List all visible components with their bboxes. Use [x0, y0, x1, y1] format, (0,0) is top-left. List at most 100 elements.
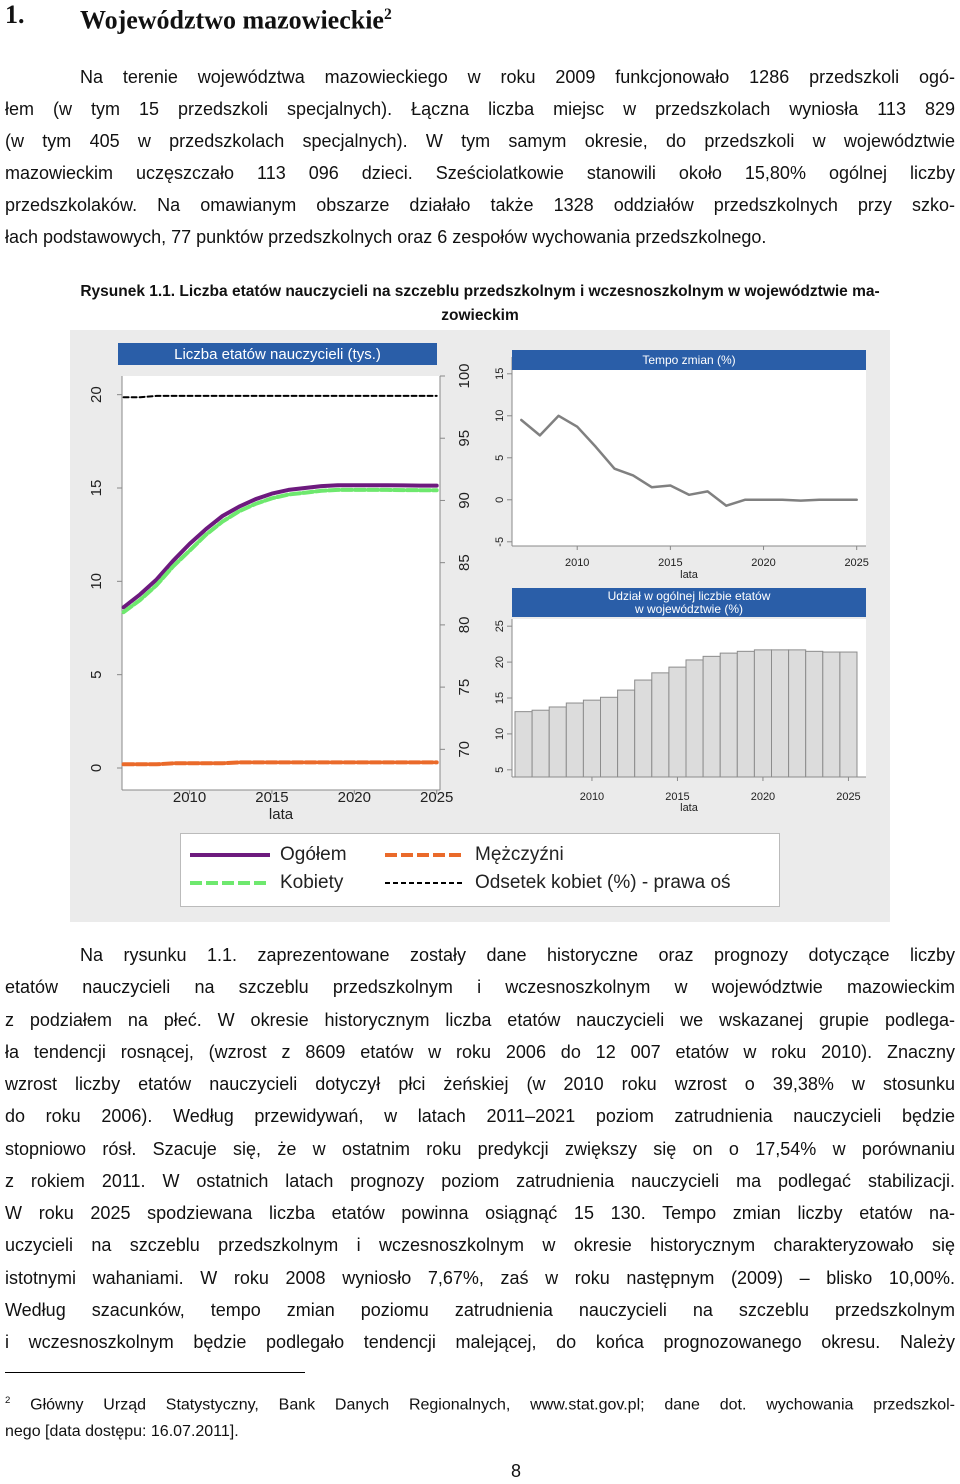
heading-number: 1. [5, 0, 25, 29]
legend-label: Ogółem [280, 844, 347, 865]
text-line: uczycieli na szczeblu przedszkolnym i wc… [5, 1235, 955, 1256]
bar [753, 649, 773, 778]
bar [685, 659, 704, 778]
y2-tick-label: 100 [456, 363, 473, 388]
series-line [121, 487, 439, 615]
figure-caption: Rysunek 1.1. Liczba etatów nauczycieli n… [5, 280, 955, 328]
text-line: wzrost liczby etatów nauczycieli dotyczy… [5, 1074, 955, 1094]
y2-tick-label: 70 [456, 741, 473, 758]
x-tick-label: 2010 [565, 557, 589, 569]
bar [788, 649, 807, 778]
chart-title-box: Liczba etatów nauczycieli (tys.) [118, 343, 437, 365]
y-tick-label: 20 [88, 386, 105, 403]
y-tick-label: 15 [494, 368, 506, 380]
y-tick-label: 10 [88, 573, 105, 590]
x-tick-label: 2010 [580, 791, 604, 803]
y-tick-label: 5 [494, 767, 506, 773]
bar [617, 689, 636, 778]
bar [531, 709, 550, 778]
bar [839, 651, 858, 778]
text-line: przedszkolaków. Na omawianym obszarze dz… [5, 195, 955, 215]
bar [702, 655, 721, 778]
chart-title-box: Udział w ogólnej liczbie etatów w wojewó… [512, 588, 866, 617]
y-tick-label: 5 [494, 455, 506, 461]
plot-area [122, 376, 440, 790]
text-line: Na rysunku 1.1. zaprezentowane zostały d… [80, 945, 955, 965]
x-tick-label: 2020 [751, 557, 775, 569]
x-tick-label: 2015 [665, 791, 689, 803]
bar [651, 672, 670, 778]
x-axis-label: lata [680, 569, 699, 581]
heading-title-wrap: Województwo mazowieckie2 [80, 0, 392, 36]
footnote-ref[interactable]: 2 [383, 6, 392, 23]
footnote-marker: 2 [5, 1395, 11, 1406]
text-line: Rysunek 1.1. Liczba etatów nauczycieli n… [80, 283, 880, 300]
text-line: Według szacunków, tempo zmian poziomu za… [5, 1299, 955, 1320]
x-axis-label: lata [269, 806, 294, 823]
bar [771, 649, 790, 778]
x-tick-label: 2025 [420, 789, 453, 806]
series-line [121, 483, 439, 610]
text-line: istotnymi wahaniami. W roku 2008 wyniosł… [5, 1267, 955, 1288]
x-tick-label: 2020 [751, 791, 775, 803]
bar [514, 711, 533, 778]
bar [805, 650, 824, 778]
text-line: (w tym 405 w przedszkolach specjalnych).… [5, 131, 955, 151]
footnote-line: nego [data dostępu: 16.07.2011]. [5, 1423, 239, 1441]
text-line: Na terenie województwa mazowieckiego w r… [80, 67, 955, 87]
chart-title-box: Tempo zmian (%) [512, 350, 866, 370]
y-tick-label: 10 [494, 410, 506, 422]
text-line: z rokiem 2011. W ostatnich latach progno… [5, 1170, 955, 1191]
page-number: 8 [510, 1461, 521, 1481]
heading-title: Województwo mazowieckie [80, 5, 384, 35]
text-line: mazowieckim uczęszczało 113 096 dzieci. … [5, 163, 955, 183]
chart-title: Tempo zmian (%) [642, 353, 736, 367]
footnote: 2 Główny Urząd Statystyczny, Bank Danych… [5, 1387, 955, 1445]
x-tick-label: 2025 [836, 791, 860, 803]
y2-tick-label: 85 [456, 554, 473, 571]
bar [600, 696, 619, 778]
bar [822, 651, 841, 778]
text-line: łach podstawowych, 77 punktów przedszkol… [5, 227, 767, 247]
y-tick-label: 15 [494, 692, 506, 704]
text-line: stopniowo rósł. Szacuje się, że w ostatn… [5, 1138, 955, 1159]
plot-area [512, 357, 866, 546]
x-tick-label: 2020 [338, 789, 371, 806]
text-line: ła tendencji rosnącej, (wzrost z 8609 et… [5, 1041, 955, 1062]
x-tick-label: 2015 [255, 789, 288, 806]
text-line: do roku 2006). Według przewidywań, w lat… [5, 1106, 955, 1127]
text-line: łem (w tym 15 przedszkoli specjalnych). … [5, 99, 955, 119]
bar [719, 652, 738, 778]
text-line: W roku 2025 spodziewana liczba etatów po… [5, 1203, 955, 1223]
legend-label: Mężczyźni [475, 844, 564, 865]
text-line: etatów nauczycieli na szczeblu przedszko… [5, 977, 955, 998]
text-line: z podziałem na płeć. W okresie historycz… [5, 1009, 955, 1030]
bar [565, 702, 584, 778]
y2-tick-label: 95 [456, 430, 473, 447]
paragraph: Na terenie województwa mazowieckiego w r… [5, 61, 955, 253]
y-tick-label: 25 [494, 620, 506, 632]
y-tick-label: 0 [494, 497, 506, 503]
bar [634, 679, 653, 778]
y-tick-label: -5 [494, 537, 506, 547]
chart-title: Udział w ogólnej liczbie etatów w wojewó… [607, 588, 771, 616]
y-tick-label: 0 [88, 764, 105, 772]
x-axis-label: lata [680, 802, 699, 814]
y2-tick-label: 90 [456, 492, 473, 509]
y2-tick-label: 80 [456, 617, 473, 634]
y2-tick-label: 75 [456, 679, 473, 696]
legend-label: Kobiety [280, 872, 344, 893]
footnote-text: Główny Urząd Statystyczny, Bank Danych R… [30, 1396, 955, 1414]
y-tick-label: 15 [88, 480, 105, 497]
bar [668, 666, 687, 778]
x-tick-label: 2015 [658, 557, 682, 569]
x-tick-label: 2025 [844, 557, 868, 569]
y-tick-label: 10 [494, 728, 506, 740]
chart-title: Liczba etatów nauczycieli (tys.) [174, 345, 381, 363]
bar [548, 706, 567, 778]
text-line: i wczesnoszkolnym będzie podlegało tende… [5, 1332, 955, 1352]
bar [736, 650, 755, 778]
y-tick-label: 20 [494, 656, 506, 668]
